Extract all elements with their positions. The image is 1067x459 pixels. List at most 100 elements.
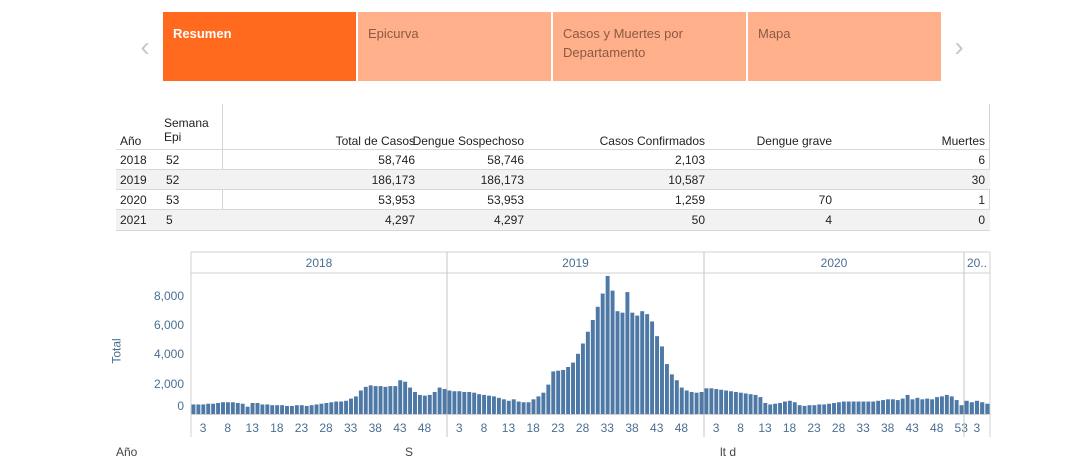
bar [645,314,650,415]
bar [334,401,339,414]
bar [980,402,985,414]
bar [225,402,230,414]
cell-deaths: 30 [971,173,985,187]
bar [600,293,605,414]
bar [452,391,457,414]
cell-deaths: 0 [978,213,985,227]
cell-suspected: 4,297 [493,213,524,227]
tab-resumen[interactable]: Resumen [163,12,356,81]
x-tick-label: 43 [905,421,919,435]
bar [773,403,778,414]
bar [935,397,939,414]
x-tick-label: 3 [199,421,207,435]
tab-mapa[interactable]: Mapa [748,12,941,81]
bar [467,391,472,414]
x-tick-label: 48 [417,421,432,435]
cell-confirmed: 2,103 [674,153,705,167]
x-tick-label: 33 [856,421,870,435]
y-tick-label: 8,000 [153,288,184,303]
bar [729,391,733,414]
bar [551,371,556,414]
y-tick-label: 0 [177,399,184,413]
bar [230,402,235,414]
prev-arrow-icon[interactable]: ‹ [140,31,150,62]
cell-deaths: 1 [978,193,985,207]
x-tick-label: 3 [712,421,720,435]
bar [650,321,655,414]
bar [235,402,240,414]
bar [329,402,334,414]
x-tick-label: 13 [758,421,772,435]
bar [393,386,398,414]
bar [822,404,827,414]
header-total: Total de Casos [335,134,415,148]
bar [270,405,275,414]
table-row: 2020 53 53,953 53,953 1,259 70 1 [116,189,990,210]
bar [812,405,817,414]
bar [939,396,944,415]
y-tick-label: 2,000 [153,376,184,391]
bar [595,306,600,414]
bar [358,390,363,414]
bar [724,390,729,414]
bar [349,398,353,414]
bar [585,331,590,414]
cell-deaths: 6 [978,153,985,167]
bar [482,394,487,414]
bar [413,391,417,414]
table-right-border [989,104,990,229]
x-tick-label: 43 [650,421,664,435]
x-tick-label: 28 [319,421,333,435]
bar [694,392,699,414]
bar [427,394,432,414]
bar [556,370,561,414]
next-arrow-icon[interactable]: › [954,31,964,62]
bar [930,399,935,414]
bar [201,404,206,414]
bar [861,401,866,414]
bar [964,400,969,414]
bar [536,396,541,415]
y-tick-label: 4,000 [153,347,184,362]
x-tick-label: 48 [674,421,689,435]
bar [496,397,501,414]
x-tick-label: 38 [880,421,895,435]
bar [571,362,575,414]
header-suspected: Dengue Sospechoso [412,134,524,148]
bar [640,311,645,414]
header-week-line1: Semana [164,116,209,130]
bar [373,386,378,414]
cell-year: 2020 [120,193,147,207]
bar [314,404,319,414]
bar [817,404,822,414]
cell-year: 2018 [120,153,147,167]
bar [949,396,954,415]
bar [969,402,974,414]
bar [660,346,664,414]
bar [245,406,250,414]
bar [521,402,526,414]
x-tick-label: 23 [807,421,821,435]
bar [383,386,388,414]
bar [768,404,773,414]
bar [221,402,225,414]
x-tick-label: 3 [973,421,981,435]
x-tick-label: 8 [224,421,232,435]
year-header: 2019 [562,256,589,270]
header-confirmed: Casos Confirmados [599,134,705,148]
tab-casos-muertes-departamento[interactable]: Casos y Muertes por Departamento [553,12,746,81]
bar [797,405,802,414]
footer-partial-c: lt d [720,445,737,459]
bar [265,404,270,414]
bar [417,394,422,414]
bar [985,403,990,414]
bar [900,398,905,414]
tab-epicurva[interactable]: Epicurva [358,12,551,81]
x-tick-label: 13 [245,421,259,435]
header-week-line2: Epi [164,130,182,144]
bar [836,402,841,414]
bar [566,367,571,414]
cell-week: 52 [166,173,180,187]
bar [462,391,467,414]
cell-total: 186,173 [371,173,415,187]
